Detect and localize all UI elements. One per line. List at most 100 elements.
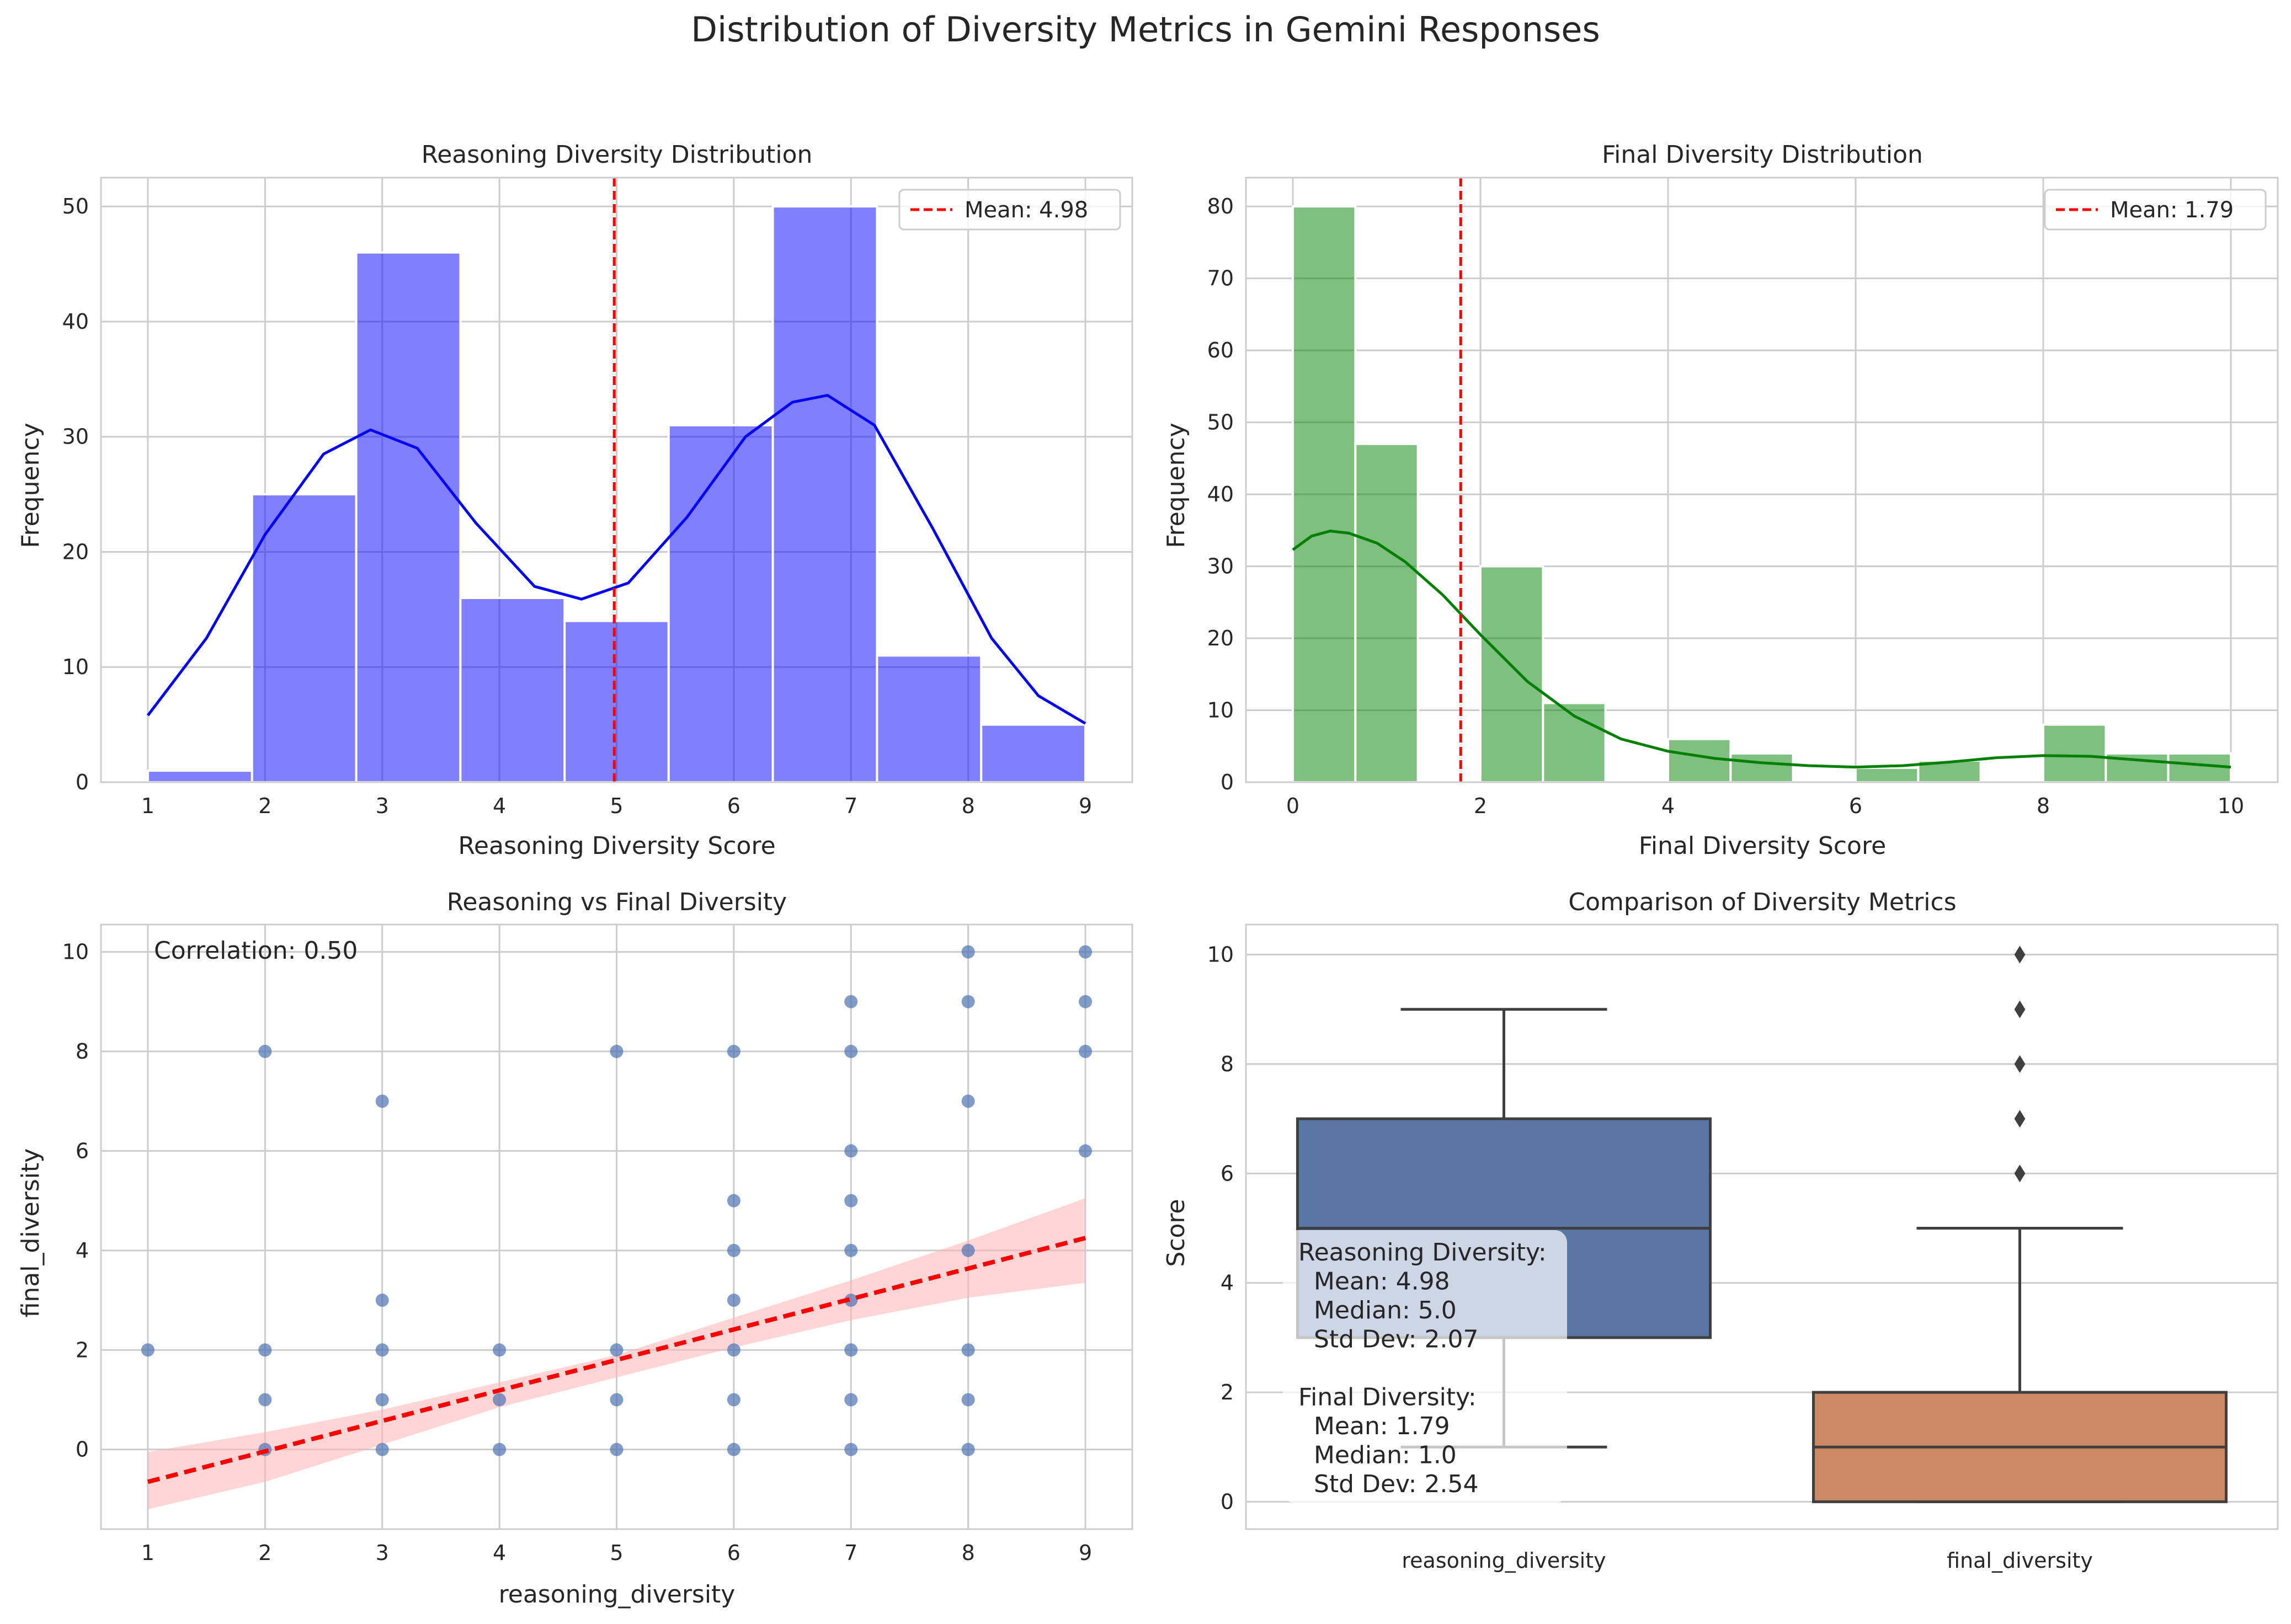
legend-box <box>2044 189 2267 231</box>
histogram-bar <box>1479 565 1544 783</box>
x-tick-label: 6 <box>727 794 740 818</box>
y-tick-label: 4 <box>76 1238 89 1263</box>
x-tick-label: 8 <box>2037 794 2050 818</box>
x-tick-label: 4 <box>493 794 506 818</box>
histogram-bar <box>876 654 983 784</box>
y-tick-label: 6 <box>1221 1161 1234 1185</box>
scatter-point <box>375 1094 389 1108</box>
x-tick-label: 5 <box>610 1541 623 1565</box>
scatter-point <box>610 1343 624 1357</box>
histogram-bar <box>2042 723 2107 783</box>
y-tick-label: 6 <box>76 1139 89 1163</box>
scatter-point <box>1079 995 1093 1008</box>
scatter-point <box>493 1343 507 1357</box>
scatter-point <box>1079 1144 1093 1158</box>
y-tick-label: 20 <box>1207 626 1234 650</box>
scatter-point <box>844 1045 858 1059</box>
x-tick-label: 8 <box>962 794 975 818</box>
reasoning-hist-legend: Mean: 4.98 <box>898 189 1121 231</box>
x-tick-label: 4 <box>1661 794 1675 818</box>
scatter-point <box>493 1393 507 1407</box>
x-tick-label: 9 <box>1079 794 1092 818</box>
scatter-point <box>844 1294 858 1307</box>
y-tick-label: 60 <box>1207 338 1234 362</box>
stats-line: Std Dev: 2.07 <box>1298 1326 1478 1354</box>
y-tick-label: 8 <box>1221 1052 1234 1076</box>
scatter-point <box>844 1144 858 1158</box>
boxplot-stats-box: Reasoning Diversity: Mean: 4.98 Median: … <box>1283 1230 1567 1503</box>
reasoning-hist-xlabel: Reasoning Diversity Score <box>458 832 775 860</box>
histogram-bar <box>1354 442 1419 783</box>
final-hist-xlabel: Final Diversity Score <box>1639 832 1886 860</box>
histogram-bar <box>355 251 462 783</box>
scatter-point <box>493 1443 507 1456</box>
x-tick-label: 5 <box>610 794 623 818</box>
scatter-xlabel: reasoning_diversity <box>499 1580 736 1609</box>
stats-line: Median: 5.0 <box>1298 1296 1457 1324</box>
y-tick-label: 20 <box>62 539 89 564</box>
histogram-bar <box>2167 752 2233 784</box>
reasoning-hist-ticks: 1 2 3 4 5 6 7 8 9 0 10 20 30 40 50 <box>62 194 1092 818</box>
y-tick-label: 10 <box>62 940 89 964</box>
boxplot-ylabel: Score <box>1162 1199 1190 1267</box>
scatter-point <box>727 1243 740 1257</box>
y-tick-label: 50 <box>62 194 89 218</box>
stats-line: Std Dev: 2.54 <box>1298 1470 1478 1498</box>
scatter-point <box>610 1393 624 1407</box>
legend-mean-label: Mean: 4.98 <box>965 197 1088 223</box>
reasoning-hist-bars <box>146 205 1087 784</box>
x-tick-label: reasoning_diversity <box>1402 1548 1606 1573</box>
x-tick-label: 1 <box>141 794 154 818</box>
reasoning-hist-kde <box>147 393 1086 725</box>
scatter-point <box>727 1443 740 1456</box>
axes-frame <box>1245 923 2279 1530</box>
x-tick-label: 10 <box>2218 794 2244 818</box>
legend-mean-label: Mean: 1.79 <box>2110 197 2234 223</box>
x-tick-label: 9 <box>1079 1541 1092 1565</box>
scatter-point <box>727 1343 740 1357</box>
stats-line: Median: 1.0 <box>1298 1441 1457 1470</box>
axes-frame <box>1245 177 2279 783</box>
final-hist-bars <box>1292 205 2233 784</box>
scatter-confidence-band <box>148 1198 1085 1509</box>
scatter-point <box>961 1343 975 1357</box>
final-hist-title: Final Diversity Distribution <box>1602 141 1923 169</box>
reasoning-hist-ylabel: Frequency <box>17 423 45 548</box>
scatter-point <box>844 1194 858 1208</box>
x-tick-label: 2 <box>1474 794 1487 818</box>
scatter-point <box>961 1243 975 1257</box>
scatter-point <box>610 1443 624 1456</box>
scatter-point <box>844 1443 858 1456</box>
x-tick-label: 4 <box>493 1541 506 1565</box>
histogram-bar <box>1292 205 1357 784</box>
x-tick-label: 3 <box>376 1541 389 1565</box>
y-tick-label: 4 <box>1221 1271 1234 1295</box>
scatter-point <box>727 1045 740 1059</box>
legend-box <box>898 189 1121 231</box>
final-histogram-panel: Final Diversity Distribution Final Diver… <box>1162 141 2279 860</box>
scatter-point <box>258 1343 272 1357</box>
kde-line <box>1292 530 2231 769</box>
y-tick-label: 0 <box>76 770 89 794</box>
x-tick-label: 6 <box>1849 794 1862 818</box>
axes-frame <box>100 177 1133 783</box>
scatter-point <box>961 1443 975 1456</box>
scatter-point <box>844 1343 858 1357</box>
scatter-point <box>844 1393 858 1407</box>
reasoning-histogram-panel: Reasoning Diversity Distribution Reasoni… <box>17 141 1133 860</box>
scatter-point <box>961 945 975 959</box>
histogram-bar <box>459 596 566 783</box>
x-tick-label: 2 <box>258 794 271 818</box>
stats-box-background <box>1283 1230 1567 1503</box>
stats-line: Mean: 4.98 <box>1298 1268 1450 1296</box>
scatter-point <box>375 1343 389 1357</box>
scatter-regression <box>147 1236 1086 1484</box>
regression-line <box>147 1236 1086 1484</box>
scatter-point <box>375 1393 389 1407</box>
boxplot-title: Comparison of Diversity Metrics <box>1568 888 1956 916</box>
histogram-bar <box>1855 766 1920 784</box>
scatter-point <box>961 1094 975 1108</box>
axes-frame <box>100 923 1133 1530</box>
x-tick-label: 2 <box>258 1541 271 1565</box>
